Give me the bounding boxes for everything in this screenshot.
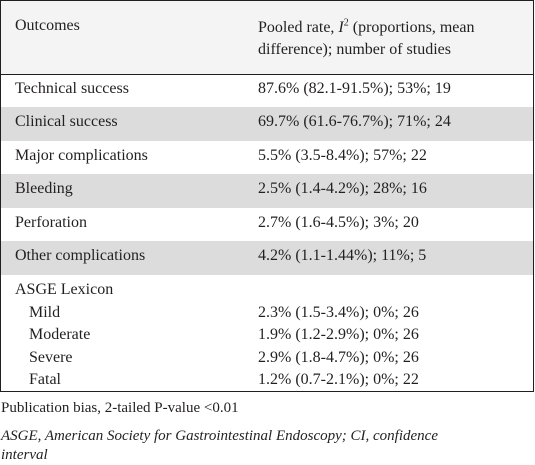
row-label: Technical success (15, 80, 129, 97)
header-superscript: 2 (343, 17, 349, 29)
table-row: Technical success 87.6% (82.1-91.5%); 53… (1, 74, 533, 107)
row-value: 87.6% (82.1-91.5%); 53%; 19 (258, 80, 451, 97)
table-header: Outcomes Pooled rate, I2 (proportions, m… (1, 1, 533, 75)
publication-bias-note: Publication bias, 2-tailed P-value <0.01 (1, 400, 239, 416)
row-value: 2.5% (1.4-4.2%); 28%; 16 (258, 180, 427, 197)
header-pooled-rate: Pooled rate, I2 (proportions, mean diffe… (258, 17, 528, 61)
lexicon-item-label: Fatal (29, 371, 61, 388)
header-outcomes: Outcomes (15, 17, 80, 34)
row-value: 5.5% (3.5-8.4%); 57%; 22 (258, 147, 427, 164)
row-label: Perforation (15, 214, 87, 231)
lexicon-item-label: Moderate (29, 326, 91, 343)
row-value: 69.7% (61.6-76.7%); 71%; 24 (258, 113, 451, 130)
abbreviations-line-1: ASGE, American Society for Gastrointesti… (1, 428, 438, 444)
row-value: 4.2% (1.1-1.44%); 11%; 5 (258, 247, 427, 264)
row-label: Clinical success (15, 113, 118, 130)
lexicon-item-value: 1.9% (1.2-2.9%); 0%; 26 (258, 326, 419, 343)
row-label: Major complications (15, 147, 148, 164)
lexicon-item-value: 1.2% (0.7-2.1%); 0%; 22 (258, 371, 419, 388)
header-pooled-rate-rest: (proportions, mean difference); number o… (258, 19, 475, 58)
results-table: Outcomes Pooled rate, I2 (proportions, m… (0, 0, 534, 392)
table-row: Clinical success 69.7% (61.6-76.7%); 71%… (1, 107, 533, 141)
table-row: Perforation 2.7% (1.6-4.5%); 3%; 20 (1, 208, 533, 241)
header-pooled-rate-text: Pooled rate, (258, 19, 339, 36)
row-label: Bleeding (15, 180, 73, 197)
table-row: Major complications 5.5% (3.5-8.4%); 57%… (1, 141, 533, 174)
lexicon-item-value: 2.3% (1.5-3.4%); 0%; 26 (258, 304, 419, 321)
abbreviations-line-2: interval (1, 447, 48, 463)
lexicon-title: ASGE Lexicon (15, 281, 114, 298)
lexicon-item-label: Mild (29, 304, 61, 321)
table-row: Bleeding 2.5% (1.4-4.2%); 28%; 16 (1, 174, 533, 208)
table-row: Other complications 4.2% (1.1-1.44%); 11… (1, 241, 533, 275)
lexicon-item-label: Severe (29, 349, 73, 366)
header-i-symbol: I (338, 19, 344, 36)
row-value: 2.7% (1.6-4.5%); 3%; 20 (258, 214, 419, 231)
row-label: Other complications (15, 247, 146, 264)
lexicon-item-value: 2.9% (1.8-4.7%); 0%; 26 (258, 349, 419, 366)
lexicon-section: ASGE Lexicon Mild 2.3% (1.5-3.4%); 0%; 2… (1, 275, 533, 391)
